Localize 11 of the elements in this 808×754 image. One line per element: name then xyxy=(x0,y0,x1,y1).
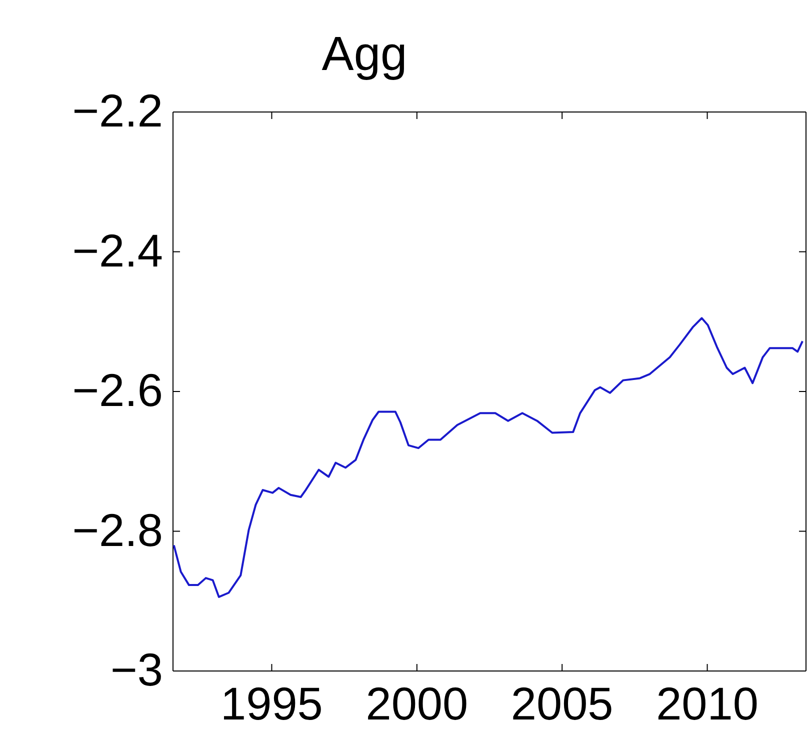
x-tick-label: 2005 xyxy=(510,678,614,730)
x-tick-label: 2010 xyxy=(656,678,758,730)
y-tick-label: −2.2 xyxy=(72,84,163,137)
y-tick-label: −2.6 xyxy=(72,364,163,416)
y-tick-label: −2.8 xyxy=(72,504,163,556)
y-tick-label: −3 xyxy=(110,644,163,696)
x-tick-label: 2000 xyxy=(366,678,468,730)
x-tick-label: 1995 xyxy=(220,678,323,730)
line-series xyxy=(172,317,804,598)
chart-title: Agg xyxy=(322,28,408,81)
y-tick-label: −2.4 xyxy=(72,224,163,276)
